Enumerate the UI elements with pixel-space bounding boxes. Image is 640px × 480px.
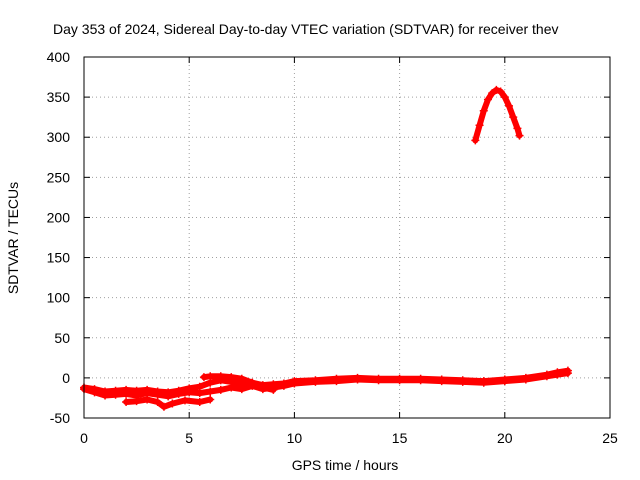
x-tick-label: 15 [392,430,408,446]
data-point [206,387,215,396]
data-point [353,373,362,382]
data-point [195,397,204,406]
data-point [509,113,518,122]
x-ticks: 0 5 10 15 20 25 [80,57,618,446]
x-tick-label: 25 [602,430,618,446]
y-tick-label: 100 [47,290,71,306]
data-point [164,388,173,397]
data-point [132,386,141,395]
data-point [216,385,225,394]
x-tick-label: 0 [80,430,88,446]
data-point [101,387,110,396]
grid [84,57,610,418]
data-point [500,93,509,102]
data-point [515,131,524,140]
data-point [143,385,152,394]
data-point [153,387,162,396]
data-point [111,386,120,395]
data-point [248,378,257,387]
y-tick-label: 200 [47,209,71,225]
data-point [513,124,522,133]
data-point [483,95,492,104]
series-layer [80,85,572,411]
data-point [122,397,131,406]
data-point [122,385,131,394]
data-point [185,384,194,393]
y-axis-label: SDTVAR / TECUs [5,182,21,294]
data-point [269,385,278,394]
data-point [505,101,514,110]
data-point [479,377,488,386]
x-tick-label: 20 [497,430,513,446]
data-point [311,376,320,385]
x-tick-label: 5 [185,430,193,446]
data-point [471,136,480,145]
data-point [475,121,484,130]
data-point [199,373,208,382]
data-point [488,89,497,98]
chart-title: Day 353 of 2024, Sidereal Day-to-day VTE… [53,21,559,37]
data-point [206,372,215,381]
data-point [143,395,152,404]
data-point [237,374,246,383]
data-point [174,386,183,395]
data-point [563,366,572,375]
y-tick-label: 400 [47,49,71,65]
data-point [521,373,530,382]
data-point [496,87,505,96]
x-axis-label: GPS time / hours [292,457,399,473]
y-tick-label: 250 [47,169,71,185]
y-tick-label: 150 [47,250,71,266]
data-point [180,396,189,405]
data-point [90,385,99,394]
data-point [500,375,509,384]
y-tick-label: 0 [62,370,70,386]
data-point [206,395,215,404]
data-point [227,373,236,382]
data-point [374,374,383,383]
y-tick-label: 50 [54,330,70,346]
data-point [153,397,162,406]
data-point [395,374,404,383]
data-point [279,379,288,388]
data-point [553,368,562,377]
data-point [195,382,204,391]
plot-frame [83,56,611,419]
data-point [290,377,299,386]
y-tick-label: 300 [47,129,71,145]
data-point [168,399,177,408]
data-point [332,374,341,383]
y-ticks: -50 0 50 100 150 200 250 300 350 400 [47,49,610,426]
data-point [492,85,501,94]
data-point [437,375,446,384]
data-point [542,370,551,379]
data-point [416,374,425,383]
data-point [458,376,467,385]
data-point [479,106,488,115]
data-point [132,397,141,406]
y-tick-label: -50 [50,410,70,426]
x-tick-label: 10 [287,430,303,446]
series-line-main-band-high [81,367,571,396]
y-tick-label: 350 [47,89,71,105]
data-point [258,383,267,392]
data-point [159,402,168,411]
data-point [216,372,225,381]
